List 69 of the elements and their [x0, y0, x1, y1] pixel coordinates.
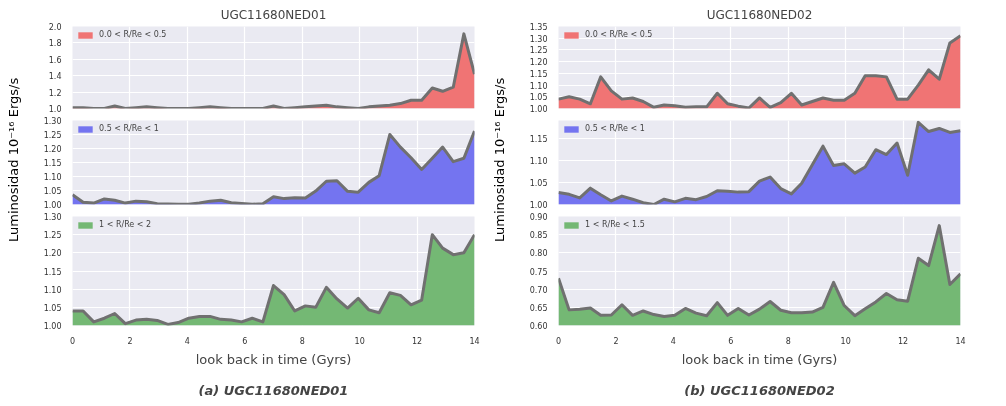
y-tick-label: 1.8: [48, 39, 62, 49]
x-tick-label: 12: [411, 336, 423, 346]
x-tick-label: 6: [728, 336, 734, 346]
y-tick-label: 0.80: [529, 249, 548, 259]
x-tick-label: 8: [299, 336, 305, 346]
x-tick-label: 10: [840, 336, 851, 346]
chart-title: UGC11680NED01: [220, 7, 327, 22]
text: (b) UGC11680NED02: [684, 382, 835, 398]
y-tick-label: 1.20: [43, 249, 62, 259]
y-tick-label: 1.00: [529, 105, 548, 114]
legend-label: 0.0 < R/Re < 0.5: [99, 30, 167, 39]
legend-label: 0.5 < R/Re < 1: [585, 124, 645, 133]
y-tick-label: 1.10: [529, 156, 548, 166]
x-tick-label: 10: [354, 336, 365, 346]
y-tick-label: 0.75: [529, 267, 548, 277]
chart-title: UGC11680NED02: [706, 7, 813, 22]
y-tick-label: 1.15: [529, 69, 548, 79]
y-tick-label: 0.60: [529, 322, 548, 331]
y-tick-label: 1.15: [43, 267, 62, 277]
y-tick-label: 1.20: [43, 145, 62, 154]
y-tick-label: 1.00: [43, 322, 62, 331]
x-tick-label: 4: [184, 336, 190, 346]
y-tick-label: 1.05: [529, 93, 548, 103]
y-tick-label: 1.25: [43, 131, 62, 140]
legend-label: 1 < R/Re < 1.5: [585, 220, 645, 229]
legend-label: 1 < R/Re < 2: [99, 220, 152, 229]
y-axis-title: Luminosidad 10⁻¹⁶ Ergs/s: [491, 77, 508, 243]
x-tick-label: 0: [555, 336, 562, 346]
y-tick-label: 1.20: [529, 58, 548, 68]
legend-label: 0.0 < R/Re < 0.5: [585, 30, 653, 39]
y-tick-label: 1.25: [529, 46, 548, 56]
y-tick-label: 1.35: [529, 23, 548, 32]
y-tick-label: 1.15: [529, 134, 548, 144]
y-axis-title: Luminosidad 10⁻¹⁶ Ergs/s: [5, 77, 22, 243]
y-tick-label: 1.05: [43, 303, 62, 313]
x-tick-label: 8: [785, 336, 791, 346]
text: (a) UGC11680NED01: [198, 382, 349, 398]
y-tick-label: 1.10: [43, 173, 62, 182]
y-tick-label: 1.4: [48, 72, 62, 82]
y-tick-label: 1.2: [48, 88, 62, 98]
x-tick-label: 6: [242, 336, 248, 346]
x-axis-title: look back in time (Gyrs): [681, 351, 838, 367]
y-tick-label: 2.0: [48, 23, 62, 32]
y-tick-label: 1.15: [43, 159, 62, 168]
y-tick-label: 0.90: [529, 213, 548, 222]
y-tick-label: 0.70: [529, 285, 548, 295]
x-tick-label: 12: [897, 336, 909, 346]
x-tick-label: 4: [670, 336, 676, 346]
y-tick-label: 1.0: [48, 105, 62, 114]
y-tick-label: 0.65: [529, 303, 548, 313]
y-tick-label: 1.05: [43, 187, 62, 196]
y-tick-label: 1.00: [43, 201, 62, 210]
x-tick-label: 14: [469, 336, 480, 346]
legend-label: 0.5 < R/Re < 1: [99, 124, 159, 133]
x-tick-label: 2: [127, 336, 133, 346]
y-tick-label: 1.30: [43, 213, 62, 222]
x-axis-title: look back in time (Gyrs): [195, 351, 352, 367]
y-tick-label: 1.30: [529, 34, 548, 44]
x-tick-label: 0: [69, 336, 76, 346]
x-tick-label: 14: [955, 336, 966, 346]
y-tick-label: 1.10: [529, 81, 548, 91]
y-tick-label: 1.25: [43, 231, 62, 241]
y-tick-label: 0.85: [529, 231, 548, 241]
y-tick-label: 1.10: [43, 285, 62, 295]
y-tick-label: 1.30: [43, 117, 62, 126]
y-tick-label: 1.05: [529, 178, 548, 188]
y-tick-label: 1.00: [529, 201, 548, 210]
x-tick-label: 2: [613, 336, 619, 346]
y-tick-label: 1.6: [48, 55, 62, 65]
